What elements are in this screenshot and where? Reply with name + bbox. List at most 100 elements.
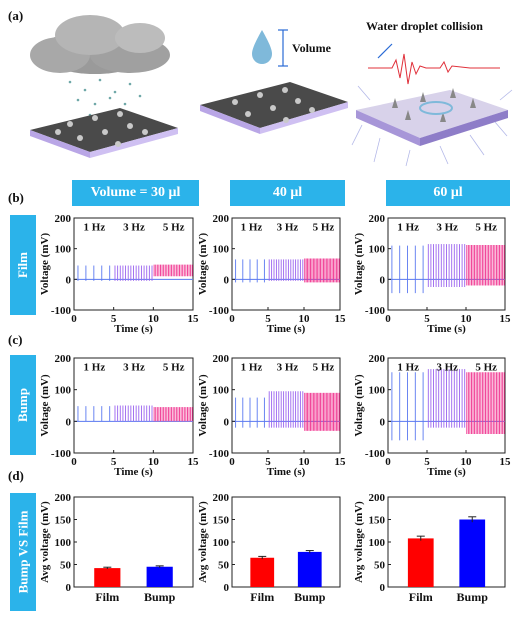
y-tick-label: 150 <box>369 515 386 527</box>
y-axis-label: Avg voltage (mV) <box>353 501 365 583</box>
y-tick-label: 0 <box>66 582 72 594</box>
x-tick-label: 15 <box>500 313 512 325</box>
column-header-30ul: Volume = 30 μl <box>72 180 199 206</box>
frequency-annotation: 3 Hz <box>277 362 299 374</box>
frequency-annotation: 5 Hz <box>163 221 185 233</box>
frequency-annotation: 5 Hz <box>313 362 335 374</box>
panel-label-b: (b) <box>8 190 24 205</box>
plot-frame <box>387 357 506 454</box>
y-tick-label: 100 <box>213 537 230 549</box>
series-3hz <box>268 391 304 428</box>
frequency-annotation: 1 Hz <box>241 362 263 374</box>
rain-drops <box>68 78 142 118</box>
cloud-illustration <box>30 15 170 74</box>
y-tick-label: 50 <box>218 560 230 572</box>
column-header-60ul: 60 μl <box>386 180 510 206</box>
y-tick-label: 200 <box>213 492 230 504</box>
y-tick-label: 200 <box>369 353 386 365</box>
frequency-annotation: 1 Hz <box>397 221 419 233</box>
x-tick-label: 0 <box>229 313 235 325</box>
y-tick-label: 150 <box>55 515 72 527</box>
y-tick-label: 200 <box>55 492 72 504</box>
frequency-annotation: 3 Hz <box>436 362 458 374</box>
y-axis-label: Voltage (mV) <box>39 374 51 437</box>
x-tick-label: 10 <box>461 313 473 325</box>
series-5hz <box>153 264 193 277</box>
y-tick-label: -100 <box>365 448 386 460</box>
panel-label-c: (c) <box>8 332 23 347</box>
y-tick-label: 100 <box>55 537 72 549</box>
x-tick-label: 5 <box>111 456 117 468</box>
y-axis-label: Voltage (mV) <box>197 374 209 437</box>
y-axis-label: Voltage (mV) <box>197 233 209 296</box>
series-1hz <box>235 259 265 283</box>
series-5hz <box>153 407 193 422</box>
x-axis-label: Time (s) <box>427 466 466 478</box>
bar-bump <box>297 551 322 587</box>
series-3hz <box>268 259 304 281</box>
volume-bracket <box>278 29 288 67</box>
row-label-bump-vs-film: Bump VS Film <box>10 493 36 611</box>
y-tick-label: 0 <box>380 582 386 594</box>
illustration-panel: Volume Water droplet collision <box>30 15 513 167</box>
y-tick-label: 100 <box>213 244 230 256</box>
bar-bump <box>459 519 486 587</box>
x-tick-label: 10 <box>299 313 311 325</box>
y-tick-label: 200 <box>369 213 386 225</box>
y-tick-label: -100 <box>51 305 72 317</box>
y-axis-label: Voltage (mV) <box>353 233 365 296</box>
y-tick-label: 100 <box>369 244 386 256</box>
frequency-annotation: 5 Hz <box>475 362 497 374</box>
series-5hz <box>304 392 340 431</box>
y-tick-label: 0 <box>224 274 230 286</box>
x-tick-label: 15 <box>188 313 200 325</box>
x-tick-label: 0 <box>71 456 77 468</box>
y-tick-label: 100 <box>213 385 230 397</box>
y-tick-label: 200 <box>55 353 72 365</box>
y-axis-label: Voltage (mV) <box>39 233 51 296</box>
collision-label: Water droplet collision <box>366 19 483 33</box>
y-tick-label: -100 <box>209 305 230 317</box>
y-tick-label: -100 <box>365 305 386 317</box>
frequency-annotation: 3 Hz <box>123 362 145 374</box>
y-tick-label: 200 <box>55 213 72 225</box>
series-1hz <box>235 397 265 428</box>
series-3hz <box>427 369 466 428</box>
y-tick-label: 100 <box>369 537 386 549</box>
plot-frame <box>231 496 341 588</box>
x-axis-label: Time (s) <box>114 323 153 335</box>
y-axis-label: Avg voltage (mV) <box>39 501 51 583</box>
y-tick-label: 50 <box>60 560 72 572</box>
x-tick-label: 15 <box>500 456 512 468</box>
frequency-annotation: 5 Hz <box>475 221 497 233</box>
panel-label-d: (d) <box>8 468 24 483</box>
frequency-annotation: 1 Hz <box>84 362 106 374</box>
category-label: Film <box>409 590 433 604</box>
series-1hz <box>77 406 111 422</box>
series-1hz <box>391 372 424 441</box>
bar-bump <box>146 566 173 587</box>
y-tick-label: 0 <box>224 582 230 594</box>
category-label: Bump <box>144 590 176 604</box>
chart-9: Film Bump 0 50 100 150 200 Avg voltage (mV) <box>353 492 506 604</box>
x-tick-label: 15 <box>188 456 200 468</box>
y-tick-label: 100 <box>369 385 386 397</box>
x-tick-label: 0 <box>385 313 391 325</box>
x-tick-label: 0 <box>385 456 391 468</box>
y-tick-label: 0 <box>66 274 72 286</box>
bar-film <box>94 568 121 587</box>
x-tick-label: 10 <box>148 456 160 468</box>
series-5hz <box>304 258 340 283</box>
frequency-annotation: 5 Hz <box>313 221 335 233</box>
droplet-icon <box>252 30 272 64</box>
y-tick-label: 200 <box>213 213 230 225</box>
x-tick-label: 5 <box>424 456 430 468</box>
y-tick-label: 0 <box>380 274 386 286</box>
chart-7: Film Bump 0 50 100 150 200 Avg voltage (mV) <box>39 492 194 604</box>
column-header-40ul: 40 μl <box>230 180 345 206</box>
